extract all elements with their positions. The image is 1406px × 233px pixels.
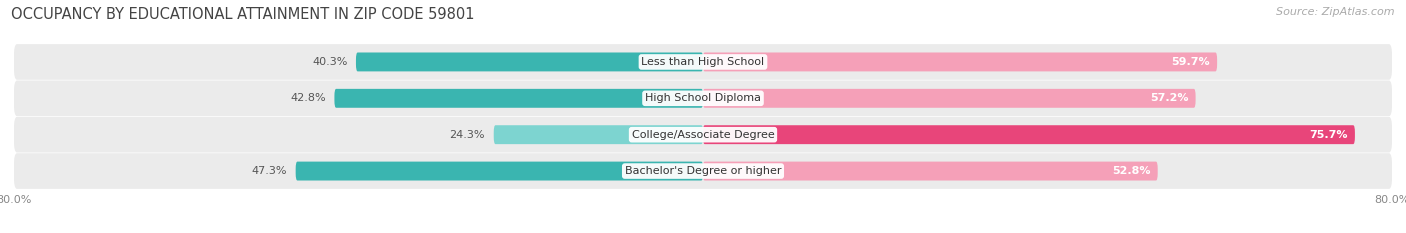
FancyBboxPatch shape xyxy=(335,89,703,108)
Text: College/Associate Degree: College/Associate Degree xyxy=(631,130,775,140)
FancyBboxPatch shape xyxy=(703,162,1157,181)
FancyBboxPatch shape xyxy=(703,52,1218,71)
FancyBboxPatch shape xyxy=(14,44,1392,80)
Text: 24.3%: 24.3% xyxy=(450,130,485,140)
FancyBboxPatch shape xyxy=(703,89,1195,108)
Text: Source: ZipAtlas.com: Source: ZipAtlas.com xyxy=(1277,7,1395,17)
Text: 52.8%: 52.8% xyxy=(1112,166,1152,176)
Text: Less than High School: Less than High School xyxy=(641,57,765,67)
FancyBboxPatch shape xyxy=(494,125,703,144)
FancyBboxPatch shape xyxy=(14,80,1392,116)
Text: Bachelor's Degree or higher: Bachelor's Degree or higher xyxy=(624,166,782,176)
Text: 57.2%: 57.2% xyxy=(1150,93,1188,103)
Text: 40.3%: 40.3% xyxy=(312,57,347,67)
Text: 42.8%: 42.8% xyxy=(290,93,326,103)
Text: OCCUPANCY BY EDUCATIONAL ATTAINMENT IN ZIP CODE 59801: OCCUPANCY BY EDUCATIONAL ATTAINMENT IN Z… xyxy=(11,7,475,22)
FancyBboxPatch shape xyxy=(14,117,1392,153)
FancyBboxPatch shape xyxy=(295,162,703,181)
FancyBboxPatch shape xyxy=(14,153,1392,189)
Text: 75.7%: 75.7% xyxy=(1309,130,1348,140)
FancyBboxPatch shape xyxy=(356,52,703,71)
Text: 47.3%: 47.3% xyxy=(252,166,287,176)
Text: High School Diploma: High School Diploma xyxy=(645,93,761,103)
Text: 59.7%: 59.7% xyxy=(1171,57,1211,67)
FancyBboxPatch shape xyxy=(703,125,1355,144)
